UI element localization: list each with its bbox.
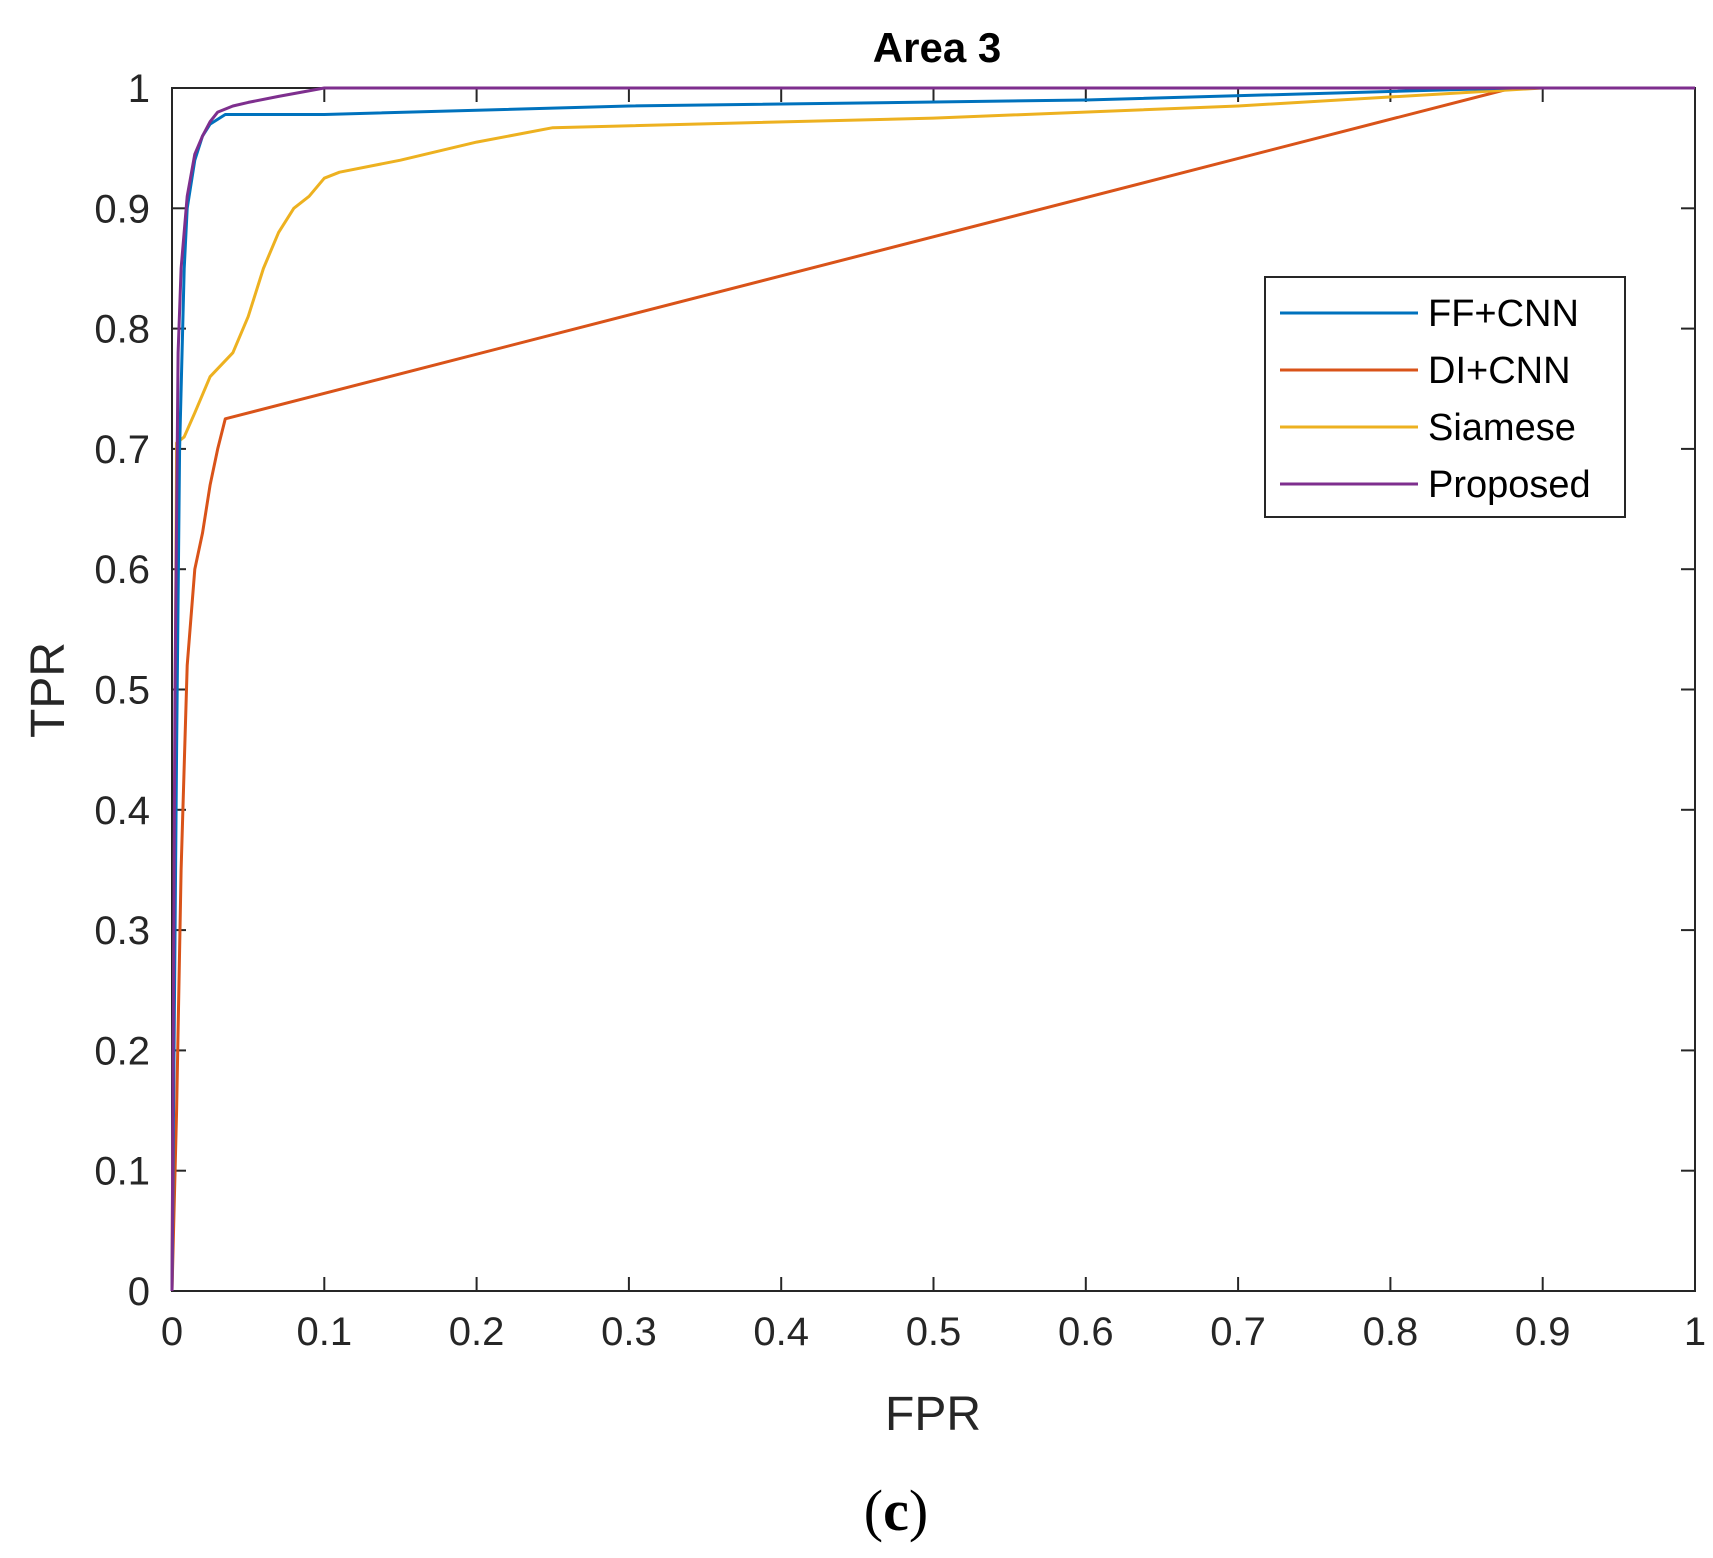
plot-area: 0 0.1 0.2 0.3 0.4 0.5 0.6 0.7 0.8 0.9 1 0 0.1 0.2 0.3…: [94, 67, 1706, 1354]
series-line-proposed: [170, 86, 1695, 1292]
x-tick-label: 1: [1684, 1310, 1706, 1354]
x-tick-label: 0.2: [449, 1310, 505, 1354]
caption-open-paren: (: [864, 1478, 883, 1543]
axes-box: [171, 87, 1696, 1292]
x-tick-label: 0.4: [753, 1310, 809, 1354]
legend: FF+CNN DI+CNN Siamese Proposed: [1264, 276, 1626, 518]
legend-label: Siamese: [1428, 407, 1576, 449]
legend-box: [1264, 276, 1626, 518]
legend-entries: FF+CNN DI+CNN Siamese Proposed: [1280, 293, 1591, 506]
series-line-di-cnn: [170, 86, 1695, 1292]
legend-label: DI+CNN: [1428, 350, 1571, 392]
x-tick-label: 0.5: [906, 1310, 962, 1354]
y-tick-labels: 0 0.1 0.2 0.3 0.4 0.5 0.6 0.7 0.8 0.9 1: [94, 67, 150, 1314]
x-tick-labels: 0 0.1 0.2 0.3 0.4 0.5 0.6 0.7 0.8 0.9 1: [161, 1310, 1706, 1354]
figure-caption: (c): [864, 1478, 928, 1543]
chart-title: Area 3: [873, 24, 1001, 71]
x-tick-label: 0.3: [601, 1310, 657, 1354]
y-tick-label: 0.6: [94, 548, 150, 592]
y-tick-label: 1: [128, 67, 150, 111]
y-tick-label: 0.2: [94, 1029, 150, 1073]
series-line-siamese: [170, 86, 1695, 1292]
y-tick-label: 0.8: [94, 308, 150, 352]
y-tick-label: 0.4: [94, 789, 150, 833]
y-tick-label: 0.5: [94, 669, 150, 713]
x-tick-label: 0.7: [1210, 1310, 1266, 1354]
y-axis-label: TPR: [22, 642, 75, 738]
legend-label: FF+CNN: [1428, 293, 1579, 335]
x-tick-label: 0.1: [296, 1310, 352, 1354]
x-tick-label: 0.9: [1515, 1310, 1571, 1354]
x-tick-label: 0.8: [1363, 1310, 1419, 1354]
legend-label: Proposed: [1428, 464, 1591, 506]
caption-letter: c: [883, 1478, 909, 1543]
x-tick-label: 0: [161, 1310, 183, 1354]
y-tick-label: 0.9: [94, 187, 150, 231]
series-lines: [170, 86, 1695, 1292]
y-tick-label: 0.3: [94, 909, 150, 953]
y-tick-label: 0.7: [94, 428, 150, 472]
x-axis-label: FPR: [885, 1388, 981, 1441]
x-tick-label: 0.6: [1058, 1310, 1114, 1354]
y-tick-label: 0.1: [94, 1150, 150, 1194]
caption-close-paren: ): [909, 1478, 928, 1543]
y-tick-label: 0: [128, 1270, 150, 1314]
